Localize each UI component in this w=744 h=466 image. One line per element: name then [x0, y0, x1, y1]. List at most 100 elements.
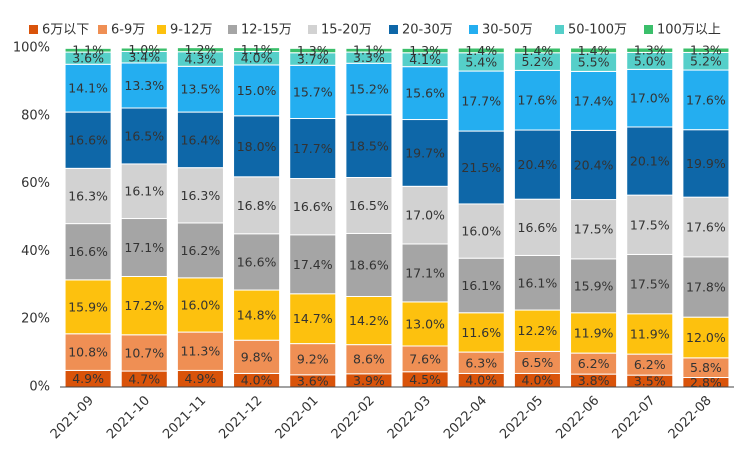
data-label: 9.8% — [241, 349, 273, 364]
legend-swatch — [98, 25, 107, 34]
x-tick-label: 2022-02 — [329, 393, 378, 442]
data-label: 3.7% — [297, 52, 329, 67]
data-label: 4.0% — [522, 373, 554, 388]
bar-segment — [401, 345, 449, 373]
data-label: 16.5% — [124, 128, 164, 143]
data-label: 17.1% — [124, 240, 164, 255]
bar-segment — [457, 70, 505, 132]
data-label: 20.4% — [518, 157, 558, 172]
data-label: 16.5% — [349, 198, 389, 213]
bar-segment — [513, 198, 561, 256]
bar-segment — [289, 118, 337, 180]
bar-segment — [233, 64, 281, 117]
bar-segment — [289, 234, 337, 295]
data-label: 15.7% — [293, 84, 333, 99]
x-tick-label: 2022-01 — [273, 393, 322, 442]
x-tick-label: 2022-08 — [666, 393, 715, 442]
data-label: 12.0% — [686, 330, 726, 345]
bar-segment — [64, 333, 112, 371]
bar-segment — [457, 47, 505, 54]
data-label: 4.9% — [185, 371, 217, 386]
bar-segment — [120, 47, 168, 52]
data-label: 3.4% — [128, 50, 160, 65]
data-label: 16.1% — [518, 275, 558, 290]
legend-swatch — [389, 25, 398, 34]
bar-segment — [176, 167, 224, 224]
bar-segment — [401, 243, 449, 303]
x-tick-label: 2021-11 — [160, 393, 209, 442]
data-label: 19.7% — [405, 145, 445, 160]
bar-segment — [120, 163, 168, 220]
y-tick-label: 100% — [13, 41, 50, 56]
data-label: 1.1% — [353, 43, 385, 58]
data-label: 5.0% — [634, 53, 666, 68]
data-label: 1.3% — [409, 43, 441, 58]
data-label: 6.3% — [465, 355, 497, 370]
data-label: 1.3% — [634, 43, 666, 58]
data-label: 3.3% — [353, 50, 385, 65]
bar-segment — [570, 258, 618, 314]
data-label: 11.6% — [461, 325, 501, 340]
data-label: 16.3% — [181, 188, 221, 203]
data-label: 3.6% — [72, 51, 104, 66]
bar-segment — [120, 334, 168, 372]
bar-segment — [176, 222, 224, 279]
bar-segment — [457, 203, 505, 259]
y-tick-label: 0% — [29, 380, 50, 395]
bar-segment — [457, 312, 505, 353]
data-label: 17.6% — [686, 92, 726, 107]
bar-segment — [570, 70, 618, 131]
bar-segment — [682, 196, 730, 258]
legend-swatch — [29, 25, 38, 34]
data-label: 1.1% — [72, 43, 104, 58]
data-label: 17.0% — [405, 208, 445, 223]
data-label: 16.8% — [237, 198, 277, 213]
data-label: 15.0% — [237, 83, 277, 98]
bar-segment — [626, 47, 674, 53]
data-label: 16.4% — [181, 132, 221, 147]
data-label: 16.2% — [181, 243, 221, 258]
data-label: 6.2% — [578, 356, 610, 371]
bar-segment — [289, 293, 337, 345]
bar-segment — [401, 47, 449, 54]
data-label: 16.1% — [124, 184, 164, 199]
data-label: 17.5% — [630, 277, 670, 292]
bar-segment — [401, 119, 449, 187]
bar-segment — [233, 115, 281, 178]
data-label: 4.0% — [241, 373, 273, 388]
data-label: 3.5% — [634, 374, 666, 389]
y-tick-label: 20% — [21, 312, 50, 327]
data-label: 16.0% — [461, 224, 501, 239]
data-label: 1.1% — [241, 42, 273, 57]
bars: 4.9%10.8%15.9%16.6%16.3%16.6%14.1%3.6%1.… — [64, 42, 730, 390]
bar-segment — [64, 167, 112, 225]
legend: 6万以下 6-9万 9-12万 12-15万 15-20万 20-30万 30-50万 50-… — [29, 23, 721, 38]
data-label: 17.7% — [293, 141, 333, 156]
bar-segment — [513, 47, 561, 54]
data-label: 7.6% — [409, 351, 441, 366]
data-label: 16.6% — [68, 133, 108, 148]
data-label: 16.0% — [181, 297, 221, 312]
bar-segment — [570, 47, 618, 54]
bar-segment — [345, 62, 393, 116]
data-label: 21.5% — [461, 160, 501, 175]
data-label: 2.8% — [690, 375, 722, 390]
data-label: 17.8% — [686, 280, 726, 295]
bar-segment — [176, 331, 224, 371]
data-label: 15.9% — [68, 299, 108, 314]
data-label: 6.5% — [522, 355, 554, 370]
data-label: 20.4% — [574, 157, 614, 172]
bar-segment — [457, 130, 505, 205]
legend-swatch — [157, 25, 166, 34]
x-tick-label: 2021-10 — [104, 393, 153, 442]
x-tick-label: 2022-07 — [610, 393, 659, 442]
bar-segment — [233, 233, 281, 291]
data-label: 10.8% — [68, 345, 108, 360]
bar-segment — [513, 254, 561, 311]
bar-segment — [120, 275, 168, 336]
data-label: 19.9% — [686, 156, 726, 171]
data-label: 13.0% — [405, 316, 445, 331]
data-label: 16.6% — [237, 254, 277, 269]
legend-swatch — [469, 25, 478, 34]
